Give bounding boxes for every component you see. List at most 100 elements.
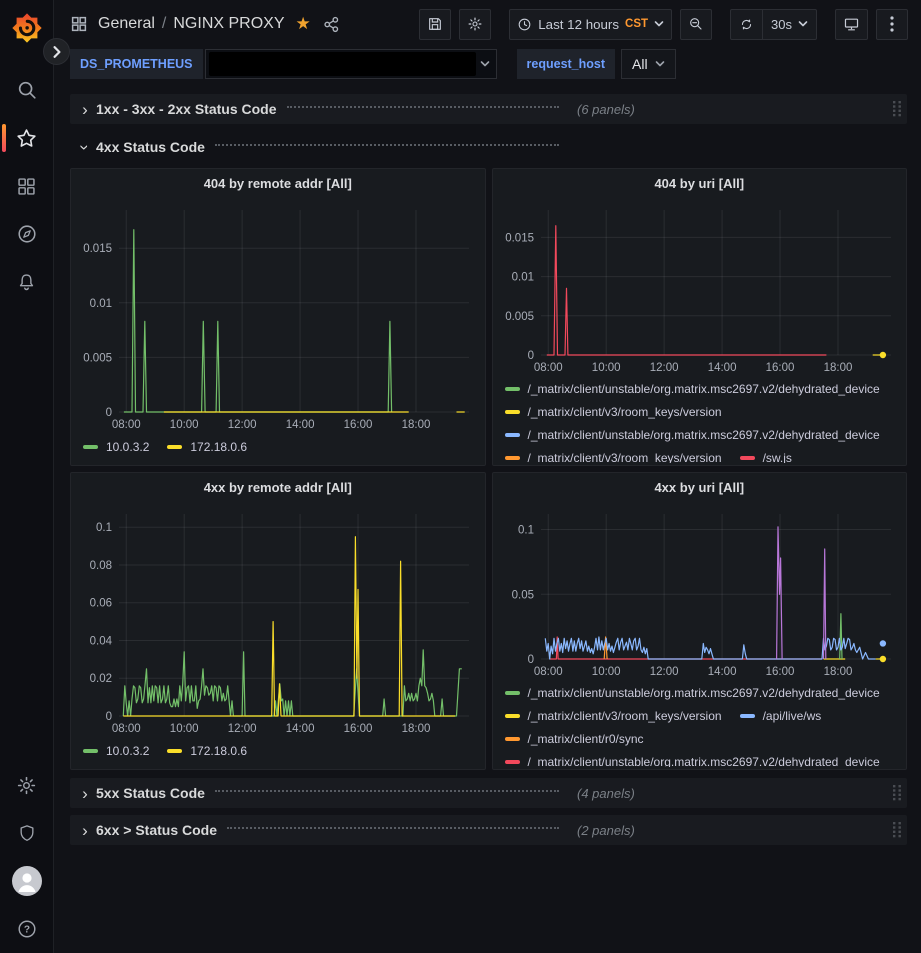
legend-item[interactable]: 172.18.0.6: [167, 436, 247, 458]
legend-label: /api/live/ws: [762, 709, 822, 724]
legend-item[interactable]: /_matrix/client/unstable/org.matrix.msc2…: [504, 751, 880, 767]
svg-text:0.1: 0.1: [518, 525, 534, 537]
svg-text:14:00: 14:00: [707, 362, 736, 374]
refresh-interval-dropdown[interactable]: 30s: [762, 9, 816, 39]
row-dotted-leader: [214, 790, 559, 792]
sidebar-item-starred[interactable]: [0, 114, 54, 162]
kiosk-mode-button[interactable]: [835, 8, 868, 40]
timezone-label: CST: [625, 18, 649, 30]
legend-item[interactable]: /_matrix/client/unstable/org.matrix.msc2…: [504, 424, 880, 446]
row-header-5xx[interactable]: › 5xx Status Code (4 panels): [70, 778, 907, 808]
svg-text:18:00: 18:00: [402, 419, 431, 431]
legend-swatch: [504, 691, 520, 696]
refresh-picker: 30s: [730, 8, 817, 40]
sidebar-item-dashboards[interactable]: [0, 162, 54, 210]
sidebar-item-alerting[interactable]: [0, 258, 54, 306]
dashboard-submenu: DS_PROMETHEUS request_host All: [54, 48, 921, 88]
legend-item[interactable]: /_matrix/client/unstable/org.matrix.msc2…: [504, 682, 880, 704]
row-drag-handle[interactable]: [892, 100, 902, 120]
row-header-4xx[interactable]: › 4xx Status Code: [70, 132, 907, 162]
legend-item[interactable]: 10.0.3.2: [83, 740, 149, 762]
panel-legend: 10.0.3.2 172.18.0.6: [83, 436, 479, 463]
star-icon: [17, 128, 36, 147]
chart-area[interactable]: 08:00 10:00 12:00 14:00 16:00 18:00 0 0.005 0.01…: [75, 198, 481, 436]
shield-icon: [20, 824, 33, 841]
legend-label: /_matrix/client/unstable/org.matrix.msc2…: [527, 755, 880, 767]
panel-title[interactable]: 404 by remote addr [All]: [203, 176, 352, 191]
panel-title[interactable]: 4xx by uri [All]: [654, 480, 745, 495]
panel-title[interactable]: 404 by uri [All]: [654, 176, 745, 191]
sidebar-item-configuration[interactable]: [0, 761, 54, 809]
legend-swatch: [504, 714, 520, 719]
panel-4xx-by-remote-addr: 4xx by remote addr [All] 08:00 10:00 12:00…: [70, 472, 486, 770]
svg-text:0.1: 0.1: [96, 522, 112, 534]
legend-label: 172.18.0.6: [190, 439, 248, 454]
row-header-6xx[interactable]: › 6xx > Status Code (2 panels): [70, 815, 907, 845]
share-icon[interactable]: [323, 16, 340, 33]
svg-text:0: 0: [106, 407, 112, 419]
legend-item[interactable]: 172.18.0.6: [167, 740, 247, 762]
refresh-button[interactable]: [731, 10, 762, 39]
row-header-1xx-3xx-2xx[interactable]: › 1xx - 3xx - 2xx Status Code (6 panels): [70, 94, 907, 124]
row-title: 4xx Status Code: [96, 139, 205, 155]
sidebar-item-search[interactable]: [0, 66, 54, 114]
zoom-out-time-button[interactable]: [680, 8, 713, 40]
legend-swatch: [504, 456, 520, 461]
chart-area[interactable]: 08:00 10:00 12:00 14:00 16:00 18:00 0 0.005 0.01…: [497, 198, 903, 378]
legend-label: /_matrix/client/v3/room_keys/version: [527, 709, 722, 724]
chevron-down-icon: [655, 60, 665, 68]
svg-text:12:00: 12:00: [649, 362, 678, 374]
grafana-flame-icon: [11, 13, 42, 43]
row-drag-handle[interactable]: [892, 784, 902, 804]
legend-item[interactable]: /_matrix/client/v3/room_keys/version: [504, 447, 722, 463]
row-title: 6xx > Status Code: [96, 822, 217, 838]
svg-text:14:00: 14:00: [286, 723, 315, 735]
legend-item[interactable]: /_matrix/client/unstable/org.matrix.msc2…: [504, 378, 880, 400]
breadcrumb-section[interactable]: General: [98, 15, 155, 32]
svg-text:0.05: 0.05: [511, 590, 533, 602]
legend-swatch: [504, 410, 520, 415]
chevron-down-icon: ›: [75, 144, 95, 150]
kebab-menu-icon: [890, 16, 894, 32]
legend-label: /sw.js: [762, 451, 792, 463]
sidebar-item-profile[interactable]: [0, 857, 54, 905]
save-dashboard-button[interactable]: [419, 8, 452, 40]
panel-legend: 10.0.3.2 172.18.0.6: [83, 740, 479, 767]
dashboard-content: › 1xx - 3xx - 2xx Status Code (6 panels)…: [54, 88, 921, 953]
legend-item[interactable]: /api/live/ws: [739, 705, 822, 727]
sidebar-expand-button[interactable]: [43, 38, 70, 65]
svg-text:0.04: 0.04: [90, 635, 113, 647]
sidebar-item-server-admin[interactable]: [0, 809, 54, 857]
chart-area[interactable]: 08:00 10:00 12:00 14:00 16:00 18:00 0 0.05 0.1: [497, 502, 903, 682]
nav-sidebar: ?: [0, 0, 70, 953]
row-drag-handle[interactable]: [892, 821, 902, 841]
legend-item[interactable]: /sw.js: [739, 447, 792, 463]
gear-icon: [468, 17, 482, 31]
variable-value-ds-prometheus[interactable]: [204, 49, 497, 79]
panel-title[interactable]: 4xx by remote addr [All]: [203, 480, 352, 495]
clock-icon: [518, 18, 531, 30]
favorite-star-icon[interactable]: ★: [295, 14, 311, 33]
legend-label: 10.0.3.2: [106, 743, 150, 758]
legend-swatch: [167, 444, 183, 449]
sidebar-item-help[interactable]: ?: [0, 905, 54, 953]
sidebar-item-explore[interactable]: [0, 210, 54, 258]
svg-text:10:00: 10:00: [591, 666, 620, 678]
more-options-button[interactable]: [876, 8, 908, 40]
legend-item[interactable]: /_matrix/client/r0/sync: [504, 728, 644, 750]
svg-text:0: 0: [527, 654, 533, 666]
panel-grid: 404 by remote addr [All] 08:00 10:00 12:00…: [70, 168, 907, 770]
legend-item[interactable]: /_matrix/client/v3/room_keys/version: [504, 401, 722, 423]
dashboard-settings-button[interactable]: [459, 8, 492, 40]
refresh-icon: [741, 18, 752, 30]
legend-item[interactable]: 10.0.3.2: [83, 436, 149, 458]
legend-item[interactable]: /_matrix/client/v3/room_keys/version: [504, 705, 722, 727]
breadcrumb-title[interactable]: NGINX PROXY: [173, 15, 285, 32]
variable-value-request-host[interactable]: All: [621, 49, 676, 79]
chevron-right-icon: ›: [82, 99, 88, 119]
svg-text:16:00: 16:00: [344, 723, 373, 735]
panel-404-by-uri: 404 by uri [All] 08:00 10:00 12:00 14:00 16:…: [491, 168, 907, 466]
time-range-picker[interactable]: Last 12 hours CST: [509, 8, 673, 40]
chart-area[interactable]: 08:00 10:00 12:00 14:00 16:00 18:00 0 0.02 0.04 0…: [75, 502, 481, 740]
grafana-logo[interactable]: [7, 8, 47, 48]
